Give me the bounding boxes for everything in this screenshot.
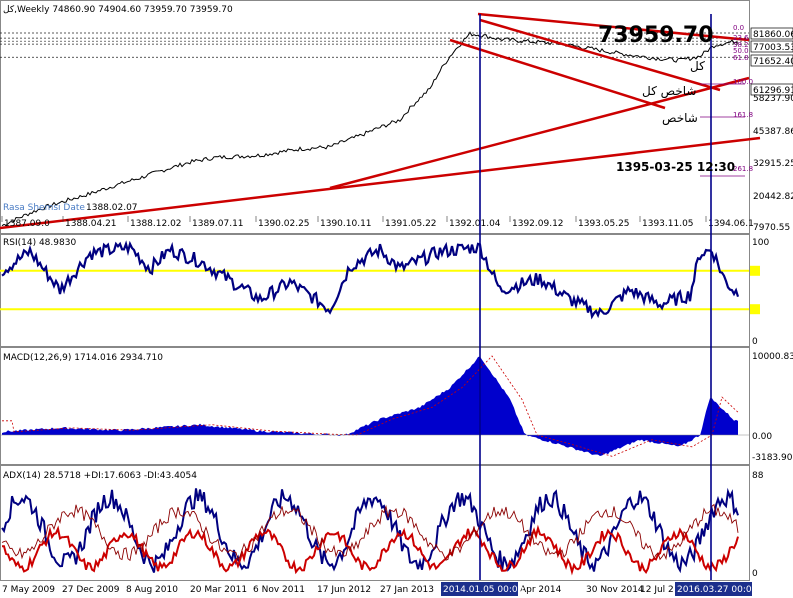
time-axis-label: 27 Jan 2013 [380,585,434,595]
scale-box [750,54,793,67]
minus-di-line [1,503,739,562]
rsi-layer [0,240,760,320]
macd-histogram [2,356,738,456]
date-inline: 1388.02.07 [86,203,138,213]
time-axis-highlight-label: 2014.01.05 00:00 [443,585,524,595]
scale-box [750,83,793,96]
adx-panel [0,465,750,581]
time-axis-label: 27 Dec 2009 [62,585,120,595]
fibo-label: 50.0 [733,47,749,55]
fibo-label: 61.8 [733,54,749,62]
shamsi-date: 1390.10.11 [320,219,372,229]
scale-box [750,27,793,40]
macd-label: MACD(12,26,9) 1714.016 2934.710 [3,353,163,363]
price-panel [0,0,750,234]
shamsi-date: 1389.07.11 [192,219,244,229]
shamsi-date: 1391.05.22 [385,219,437,229]
fibo-label: 0.0 [733,24,744,32]
date-time-label: 1395-03-25 12:30 [616,160,735,174]
shamsi-date: 1388.12.02 [130,219,182,229]
time-axis-label: Apr 2014 [520,585,562,595]
price-scale-label: 20442.82 [753,192,793,202]
shamsi-date: 1394.06.1 [708,219,754,229]
macd-panel [0,347,750,465]
fibo-label: 161.8 [733,111,753,119]
shamsi-date: 1392.01.04 [449,219,501,229]
big-price: 73959.70 [598,23,714,48]
price-scale-label: 77003.53 [753,43,793,53]
rsi-line [1,240,740,320]
trendline [449,38,666,110]
shamsi-date: 1388.04.21 [65,219,117,229]
macd-scale-bottom: -3183.906 [752,453,793,463]
time-axis: 7 May 2009 27 Dec 2009 8 Aug 2010 20 Mar 20… [2,582,758,596]
shamsi-date: 1393.05.25 [578,219,630,229]
macd-signal-line [2,355,739,457]
time-axis-highlight-label: 2016.03.27 00:00 [677,585,758,595]
macd-scale-zero: 0.00 [752,432,772,442]
adx-label: ADX(14) 28.5718 +DI:17.6063 -DI:43.4054 [3,471,197,481]
vertical-lines [479,14,712,580]
macd-scale-top: 10000.832 [752,352,793,362]
fibo-label: 38.2 [733,41,749,49]
price-layer: 0.0 23.638.250.061.8 100.0 161.8 261.8 1387.0… [0,12,761,230]
price-series [1,31,739,227]
arabic-label-1: کل [690,59,705,73]
rsi-level-marker [750,304,760,315]
price-scale-label: 81860.06 [753,30,793,40]
time-axis-label: 30 Nov 2014 [586,585,644,595]
time-axis-label: 6 Nov 2011 [253,585,305,595]
time-axis-label: 20 Mar 2011 [190,585,247,595]
plus-di-line [2,524,739,576]
shamsi-date: 1387.09.0 [4,219,50,229]
adx-line [1,487,739,574]
trendline [477,12,750,42]
rsi-scale-top: 100 [752,238,769,248]
price-scale-label: 58237.90 [753,94,793,104]
price-scale-label: 71652.40 [753,57,793,67]
rsi-scale-bottom: 0 [752,337,758,347]
adx-layer [1,487,739,576]
arabic-label-2: شاخص کل [642,84,696,99]
macd-layer [0,355,749,457]
trendline [479,18,721,92]
time-axis-label: 7 May 2009 [2,585,55,595]
shamsi-date: 1392.09.12 [512,219,564,229]
price-scales: 81860.06 77003.53 71652.40 61296.9158237.90… [750,27,793,233]
shamsi-date: 1393.11.05 [642,219,694,229]
price-scale-label: 32915.25 [753,159,793,169]
trendline [0,136,761,230]
time-axis-highlight [675,582,752,596]
shamsi-date: 1390.02.25 [258,219,310,229]
scale-box [750,40,793,53]
time-axis-label: 12 Jul 2 [640,585,674,595]
fibo-label: 23.6 [733,34,749,42]
rsi-label: RSI(14) 48.9830 [3,238,76,248]
arabic-label-3: شاخص [662,111,698,126]
watermark: Rasa Shemsi Date [3,203,85,213]
trendline [329,76,750,190]
time-axis-label: 8 Aug 2010 [126,585,178,595]
price-scale-label: 45387.86 [753,127,793,137]
rsi-level-marker [750,265,760,276]
fibo-label: 100.0 [733,78,753,86]
adx-scale-top: 88 [752,471,764,481]
time-axis-highlight [441,582,518,596]
price-scale-label: 61296.91 [753,86,793,96]
adx-scale-bottom: 0 [752,569,758,579]
fibo-label: 261.8 [733,165,753,173]
price-scale-label: 7970.55 [753,223,790,233]
time-axis-label: 17 Jun 2012 [317,585,371,595]
symbol-line: کل,Weekly 74860.90 74904.60 73959.70 739… [3,5,233,15]
